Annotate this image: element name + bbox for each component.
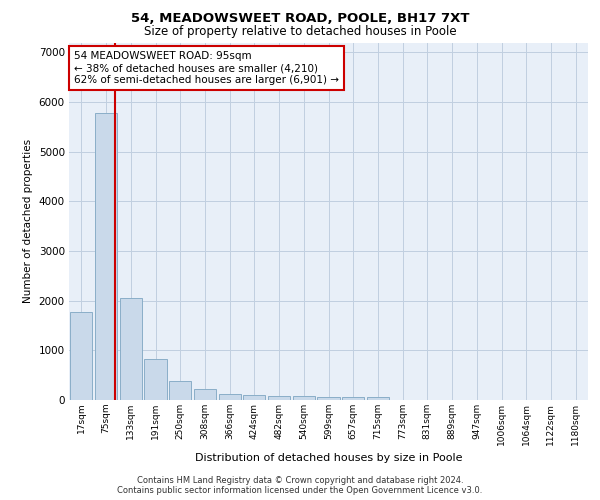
Text: Contains HM Land Registry data © Crown copyright and database right 2024.: Contains HM Land Registry data © Crown c… — [137, 476, 463, 485]
Y-axis label: Number of detached properties: Number of detached properties — [23, 139, 33, 304]
Bar — [293, 396, 315, 400]
Bar — [169, 381, 191, 400]
Text: Size of property relative to detached houses in Poole: Size of property relative to detached ho… — [143, 25, 457, 38]
Bar — [218, 394, 241, 400]
Text: 54, MEADOWSWEET ROAD, POOLE, BH17 7XT: 54, MEADOWSWEET ROAD, POOLE, BH17 7XT — [131, 12, 469, 26]
Bar — [342, 396, 364, 400]
Bar — [243, 394, 265, 400]
Bar — [194, 388, 216, 400]
Bar — [70, 312, 92, 400]
Text: 54 MEADOWSWEET ROAD: 95sqm
← 38% of detached houses are smaller (4,210)
62% of s: 54 MEADOWSWEET ROAD: 95sqm ← 38% of deta… — [74, 52, 339, 84]
X-axis label: Distribution of detached houses by size in Poole: Distribution of detached houses by size … — [195, 453, 462, 463]
Text: Contains public sector information licensed under the Open Government Licence v3: Contains public sector information licen… — [118, 486, 482, 495]
Bar — [367, 397, 389, 400]
Bar — [268, 396, 290, 400]
Bar — [145, 360, 167, 400]
Bar — [95, 113, 117, 400]
Bar — [119, 298, 142, 400]
Bar — [317, 397, 340, 400]
